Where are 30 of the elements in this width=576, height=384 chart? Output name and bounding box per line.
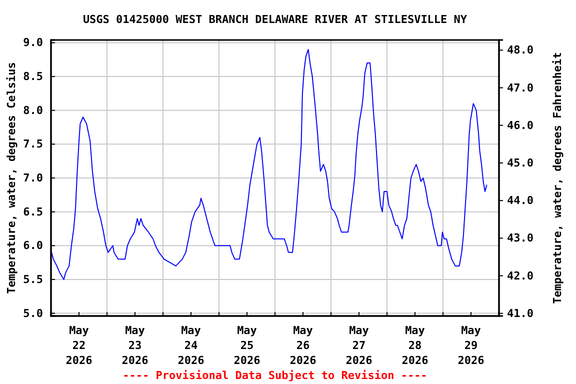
- y-tick-label: 8.0: [23, 104, 43, 117]
- x-tick-label: May 27 2026: [346, 324, 373, 367]
- y-tick-label: 6.5: [23, 205, 43, 218]
- y2-tick-label: 44.0: [507, 194, 534, 208]
- x-tick-label: May 28 2026: [402, 324, 429, 367]
- x-tick-label: May 26 2026: [290, 324, 317, 367]
- text: ---- Provisional Data Subject to Revision ----: [122, 369, 428, 382]
- y-tick-label: 6.0: [23, 239, 43, 252]
- y-tick-label: 7.5: [23, 138, 43, 151]
- y-tick-label: 5.5: [23, 272, 43, 286]
- y-axis-title: Temperature, water, degrees Celsius: [5, 62, 18, 294]
- y-tick-label: 9.0: [23, 36, 43, 50]
- y-tick-label: 7.0: [23, 172, 43, 185]
- chart-title: USGS 01425000 WEST BRANCH DELAWARE RIVER AT STILESVILLE NY: [82, 13, 468, 26]
- y2-tick-label: 47.0: [507, 81, 534, 94]
- y2-tick-label: 41.0: [507, 306, 534, 320]
- y2-tick-label: 46.0: [507, 118, 534, 132]
- x-tick-label: May 29 2026: [458, 324, 485, 367]
- line-series: [51, 48, 488, 280]
- y-tick-label: 8.5: [23, 70, 43, 84]
- y2-tick-label: 42.0: [507, 269, 534, 282]
- y2-tick-label: 43.0: [507, 232, 534, 245]
- x-tick-label: May 23 2026: [122, 324, 149, 367]
- x-tick-label: May 24 2026: [178, 324, 205, 367]
- x-tick-label: May 22 2026: [66, 324, 93, 367]
- x-tick-label: May 25 2026: [234, 324, 261, 367]
- y2-tick-label: 48.0: [507, 44, 534, 57]
- y2-tick-label: 45.0: [507, 156, 534, 170]
- y2-axis-title: Temperature, water, degrees Fahrenheit: [551, 52, 564, 304]
- y-tick-label: 5.0: [23, 306, 43, 320]
